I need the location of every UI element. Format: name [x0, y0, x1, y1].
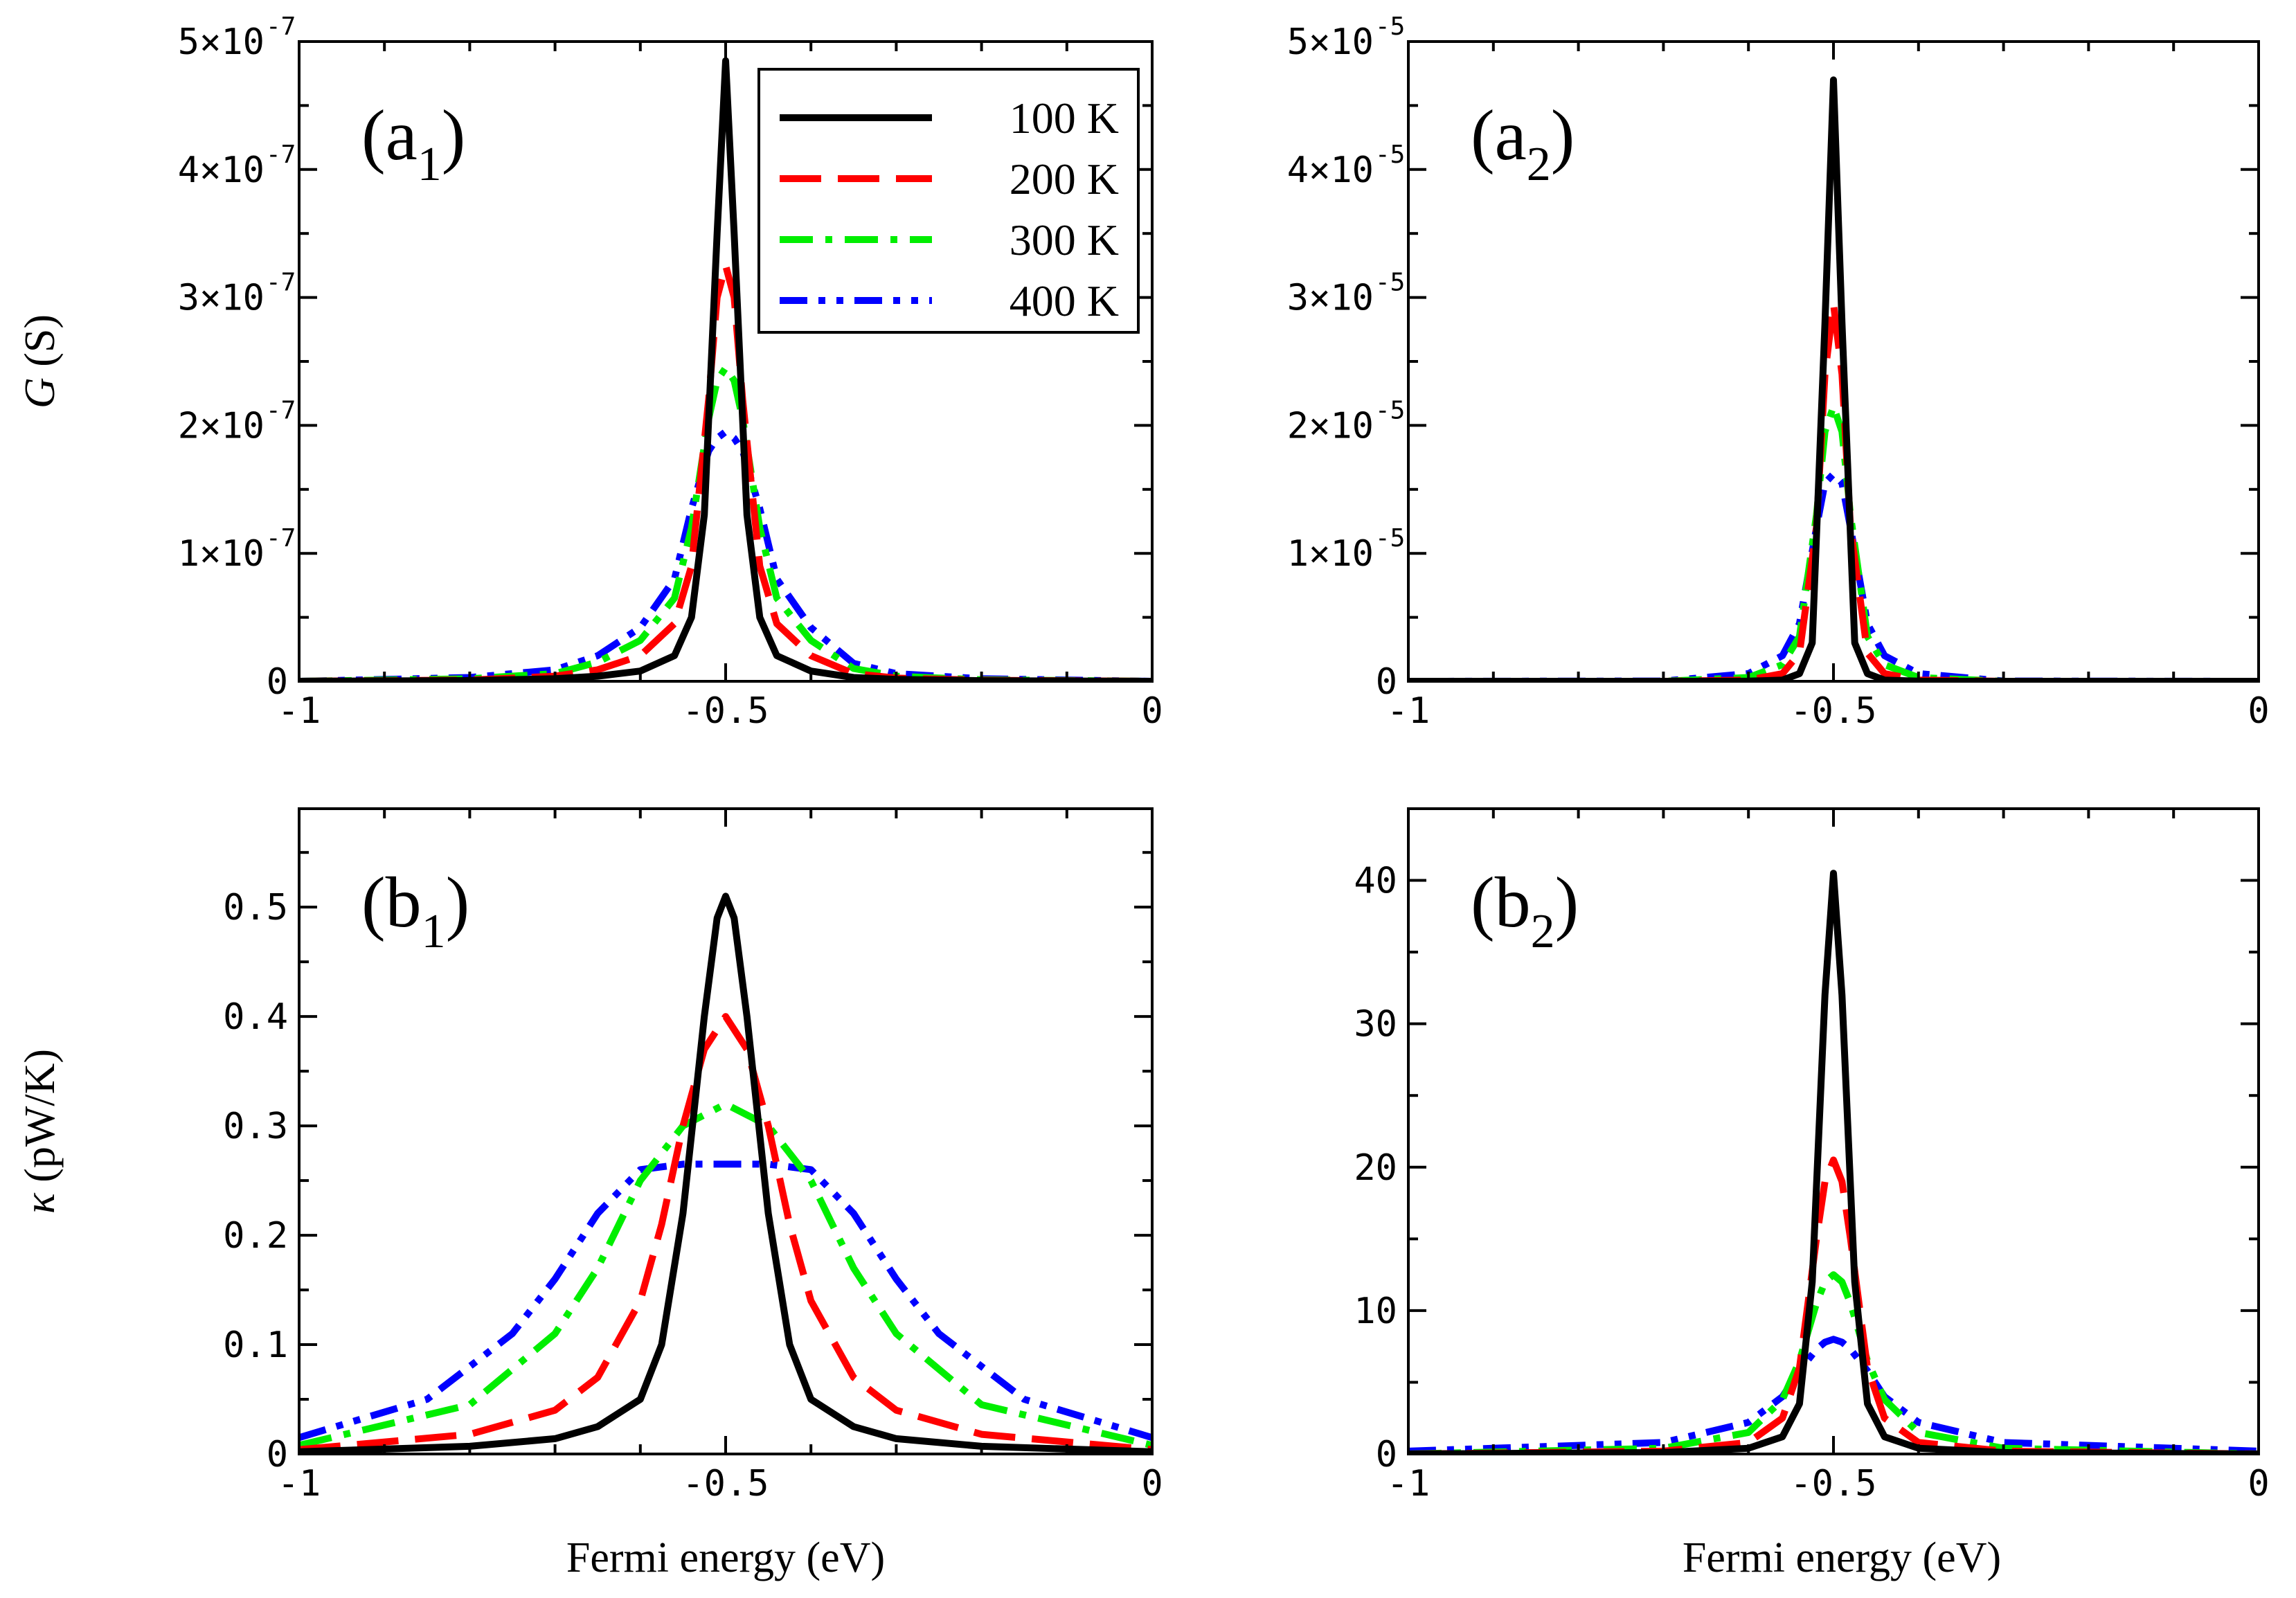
series-group	[299, 57, 1152, 681]
y-tick-label: 5×10	[1287, 21, 1374, 63]
series-line-300k	[299, 364, 1152, 681]
series-line-100k	[299, 892, 1152, 1454]
ylabel-b1: κ (pW/K)	[17, 1049, 64, 1214]
y-tick-label: 0.4	[223, 996, 288, 1038]
x-tick-label: -1	[278, 690, 321, 732]
x-tick-label: -0.5	[682, 1463, 769, 1505]
y-tick-label: 5×10	[178, 21, 264, 63]
panel-label-sub: 1	[418, 138, 442, 191]
y-tick-exponent: -7	[266, 12, 296, 41]
y-tick-label: 3×10	[1287, 278, 1374, 319]
panel-label-a1: (a1)	[361, 96, 465, 191]
series-line-200k	[299, 262, 1152, 681]
panel-label-close: )	[442, 96, 466, 175]
y-tick-label: 30	[1354, 1004, 1397, 1045]
series-group	[1408, 870, 2259, 1454]
y-tick-label: 0.3	[223, 1106, 288, 1147]
x-tick-label: 0	[2248, 1463, 2269, 1505]
series-line-300k	[1408, 402, 2259, 681]
panel-label-open: (a	[1471, 96, 1527, 175]
y-tick-label: 20	[1354, 1147, 1397, 1189]
panel-label-open: (b	[361, 863, 422, 942]
panel-label-a2: (a2)	[1471, 96, 1575, 191]
y-tick-exponent: -7	[266, 269, 296, 297]
y-tick-label: 0	[1376, 1434, 1397, 1475]
series-line-300k	[1408, 1271, 2259, 1454]
series-line-400k	[299, 428, 1152, 681]
series-line-400k	[1408, 470, 2259, 681]
y-tick-label: 40	[1354, 861, 1397, 902]
panels: -1 -0.5 001×10 -72×10 -73×10 -74×10 -75×10 -7(a…	[17, 12, 2270, 1505]
y-tick-label: 10	[1354, 1291, 1397, 1332]
panel-label-open: (b	[1471, 863, 1531, 942]
y-tick-exponent: -7	[266, 141, 296, 169]
y-tick-exponent: -5	[1375, 524, 1405, 553]
x-tick-label: 0	[1141, 690, 1163, 732]
x-tick-label: -0.5	[1790, 1463, 1876, 1505]
x-tick-label: -1	[1387, 690, 1430, 732]
chart-panel-b1: -1 -0.5 0 0 0.1 0.2 0.3 0.4 0.5 (b1) κ (pW/K)	[17, 807, 1163, 1505]
series-line-400k	[299, 1160, 1152, 1442]
y-tick-label: 1×10	[1287, 533, 1374, 575]
y-tick-label: 0.2	[223, 1215, 288, 1257]
legend-box	[757, 68, 1140, 334]
panel-label-sub: 2	[1527, 138, 1551, 191]
panel-label-sub: 1	[422, 905, 446, 958]
x-tick-label: -1	[278, 1463, 321, 1505]
y-tick-label: 0.1	[223, 1325, 288, 1366]
ylabel-unit: (pW/K)	[17, 1049, 64, 1193]
series-line-200k	[1408, 1156, 2259, 1454]
y-tick-label: 4×10	[1287, 150, 1374, 191]
y-tick-label: 0	[267, 1434, 288, 1475]
series-line-200k	[299, 1013, 1152, 1453]
y-tick-label: 3×10	[178, 278, 264, 319]
y-tick-label: 0	[1376, 661, 1397, 703]
x-tick-label: -0.5	[1790, 690, 1876, 732]
x-tick-label: 0	[1141, 1463, 1163, 1505]
xlabel-right: Fermi energy (eV)	[1683, 1534, 2001, 1581]
series-line-300k	[299, 1100, 1152, 1449]
y-tick-label: 2×10	[1287, 405, 1374, 447]
panel-label-close: )	[1551, 96, 1575, 175]
y-tick-exponent: -7	[266, 524, 296, 553]
x-tick-label: -0.5	[682, 690, 769, 732]
panel-label-close: )	[446, 863, 470, 942]
y-tick-exponent: -5	[1375, 269, 1405, 297]
y-tick-label: 1×10	[178, 533, 264, 575]
legend-label: 200 K	[1010, 154, 1119, 204]
panel-label-close: )	[1555, 863, 1579, 942]
y-tick-label: 4×10	[178, 150, 264, 191]
series-line-100k	[299, 57, 1152, 681]
legend-label: 100 K	[1010, 93, 1119, 143]
y-tick-exponent: -5	[1375, 12, 1405, 41]
panel-label-sub: 2	[1531, 905, 1555, 958]
ylabel-unit: (S)	[17, 314, 64, 377]
x-tick-label: 0	[2248, 690, 2269, 732]
panel-label-b2: (b2)	[1471, 863, 1579, 958]
series-line-200k	[1408, 300, 2259, 681]
series-line-100k	[1408, 870, 2259, 1454]
chart-panel-b2: -1 -0.5 0 0 10 20 30 40 (b2)	[1354, 807, 2270, 1505]
legend-label: 400 K	[1010, 276, 1119, 325]
x-tick-label: -1	[1387, 1463, 1430, 1505]
legend-label: 300 K	[1010, 215, 1119, 264]
chart-panel-a1: -1 -0.5 001×10 -72×10 -73×10 -74×10 -75×10 -7(a…	[17, 12, 1163, 732]
chart-panel-a2: -1 -0.5 001×10 -52×10 -53×10 -54×10 -55×10 -5(a…	[1287, 12, 2270, 732]
ylabel-symbol: G	[17, 377, 64, 409]
y-tick-label: 2×10	[178, 405, 264, 447]
y-tick-label: 0	[267, 661, 288, 703]
panel-label-open: (a	[361, 96, 418, 175]
panel-label-b1: (b1)	[361, 863, 469, 958]
series-group	[299, 892, 1152, 1454]
ylabel-a1: G (S)	[17, 314, 64, 409]
xlabel-left: Fermi energy (eV)	[566, 1534, 885, 1581]
ylabel-symbol: κ	[17, 1192, 64, 1214]
series-line-400k	[1408, 1336, 2259, 1454]
y-tick-exponent: -7	[266, 396, 296, 424]
y-tick-label: 0.5	[223, 887, 288, 928]
y-tick-exponent: -5	[1375, 396, 1405, 424]
y-tick-exponent: -5	[1375, 141, 1405, 169]
